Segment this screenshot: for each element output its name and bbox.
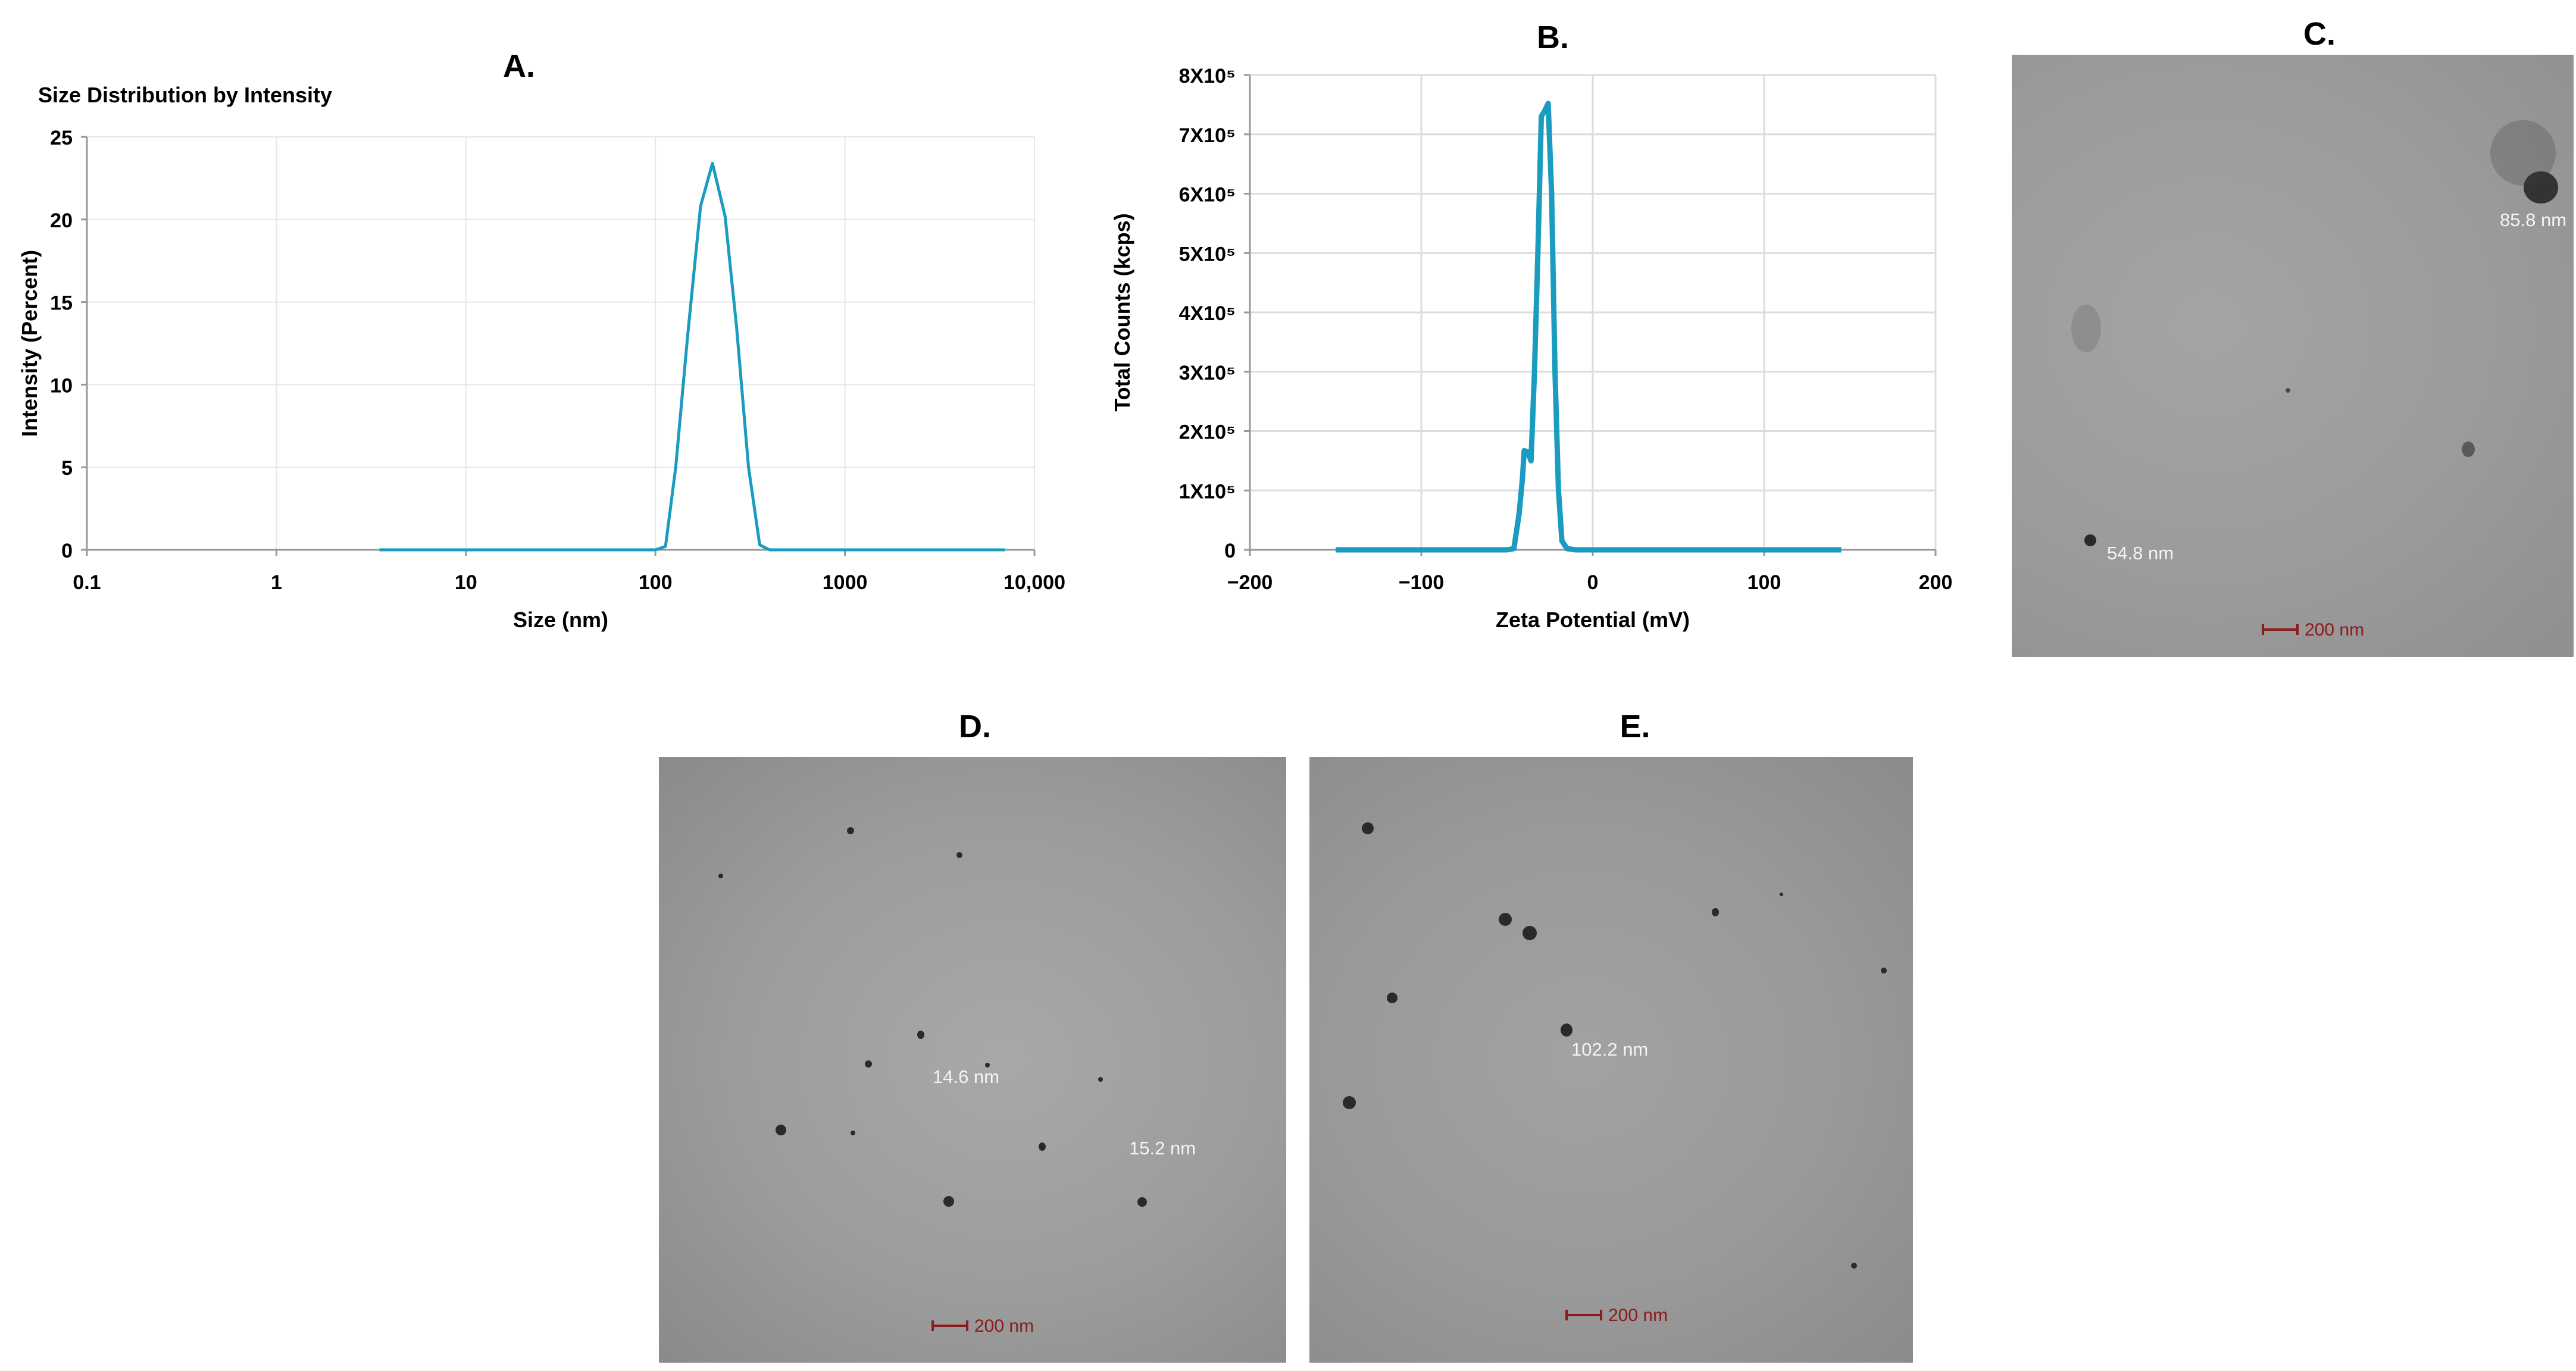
particle [1561,1023,1573,1037]
particle [2071,305,2101,352]
particle [956,852,962,858]
particle [2524,171,2558,204]
y-tick-label: 15 [50,292,73,315]
particle [847,827,854,834]
y-tick-label: 10 [50,374,73,397]
y-tick-label: 25 [50,127,73,149]
y-tick-label: 2X10⁵ [1179,421,1236,444]
series-line [1336,101,1842,553]
particle [2286,388,2290,393]
particle [1780,893,1783,896]
x-tick-label: −100 [1399,571,1445,594]
particle [1712,908,1719,916]
x-tick-label: 1000 [823,571,868,594]
x-tick-label: 100 [1747,571,1781,594]
y-tick-label: 5 [61,457,73,480]
tem-image-d: 14.6 nm 15.2 nm 200 nm [659,757,1286,1363]
panel-c-label: C. [2303,16,2336,52]
particle [917,1031,924,1039]
annotation-15-2nm: 15.2 nm [1129,1138,1196,1159]
y-tick-label: 4X10⁵ [1179,302,1236,325]
particle [1881,968,1887,974]
particle [1851,1263,1857,1269]
y-tick-label: 3X10⁵ [1179,362,1236,384]
particle [1343,1096,1356,1109]
annotation-85-8nm: 85.8 nm [2500,209,2567,230]
y-tick-label: 0 [1224,540,1236,562]
x-tick-label: 10 [455,571,477,594]
panel-b-label: B. [1537,20,1569,55]
x-tick-label: 1 [271,571,282,594]
scale-bar-label: 200 nm [1608,1306,1668,1325]
x-tick-label: 10,000 [1003,571,1065,594]
tem-image-c: 85.8 nm 54.8 nm 200 nm [2012,55,2574,657]
x-tick-label: 0.1 [73,571,101,594]
particle [1098,1077,1103,1082]
particle [1387,993,1398,1003]
scale-bar-label: 200 nm [2305,620,2365,640]
panel-a-label: A. [503,48,535,84]
chart-title: Size Distribution by Intensity [38,83,332,107]
particle [1137,1197,1147,1207]
x-axis-label: Zeta Potential (mV) [1496,608,1690,632]
scale-bar-line [931,1320,968,1331]
particle [985,1063,990,1068]
y-tick-label: 5X10⁵ [1179,243,1236,265]
annotation-14-6nm: 14.6 nm [933,1066,1000,1087]
particle [1523,926,1537,940]
particle [1499,913,1512,926]
x-tick-label: 0 [1587,571,1599,594]
particle [2462,442,2475,457]
annotation-54-8nm: 54.8 nm [2107,543,2174,564]
particle [851,1131,855,1135]
particle [865,1060,872,1068]
particle [1039,1142,1046,1151]
scale-bar-line [1565,1310,1602,1320]
x-axis-label: Size (nm) [513,608,608,632]
x-tick-label: −200 [1227,571,1273,594]
y-tick-label: 8X10⁵ [1179,65,1236,87]
y-tick-label: 7X10⁵ [1179,124,1236,147]
panel-d-label: D. [959,709,991,744]
y-tick-label: 20 [50,209,73,232]
series-line [379,161,1005,552]
particle [1362,822,1374,834]
y-axis-label: Intensity (Percent) [17,250,42,437]
y-tick-label: 6X10⁵ [1179,184,1236,206]
particle [776,1125,786,1135]
particle [2490,120,2556,186]
scale-bar-line [2262,624,2299,635]
x-tick-label: 200 [1919,571,1953,594]
y-tick-label: 0 [61,540,73,562]
x-tick-label: 100 [639,571,673,594]
scale-bar-label: 200 nm [974,1316,1034,1336]
y-axis-label: Total Counts (kcps) [1110,213,1134,411]
particle [718,874,723,878]
tem-image-e: 102.2 nm 200 nm [1309,757,1913,1363]
panel-e-label: E. [1620,709,1650,744]
particle [2084,534,2096,546]
annotation-102-2nm: 102.2 nm [1571,1039,1649,1060]
particle [943,1196,954,1207]
y-tick-label: 1X10⁵ [1179,480,1236,503]
